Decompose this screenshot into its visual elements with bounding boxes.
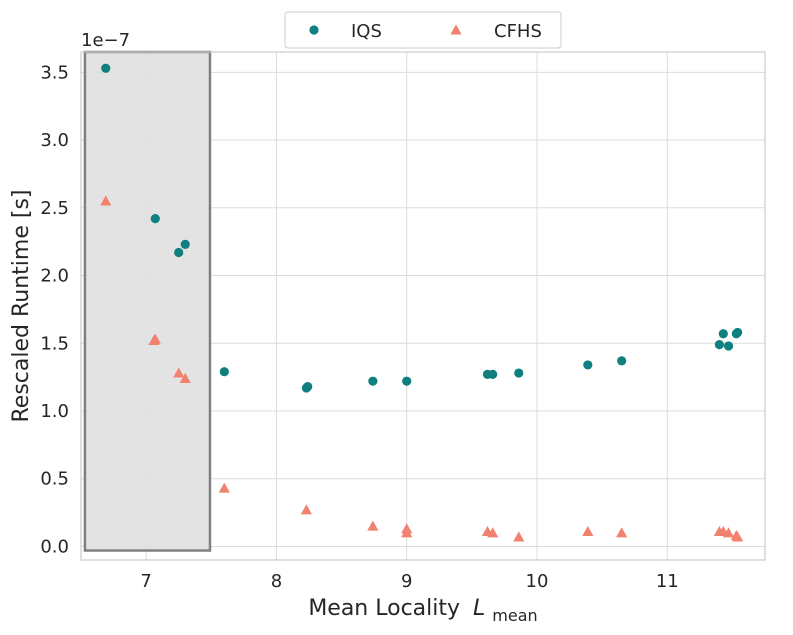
x-tick-label: 7 (140, 571, 151, 592)
data-point (100, 195, 112, 206)
x-tick-label: 9 (401, 571, 412, 592)
data-point (218, 482, 230, 493)
x-axis-label-text: Mean Locality (308, 596, 460, 621)
y-tick-label: 0.0 (40, 536, 69, 557)
data-point (300, 504, 312, 515)
series-cfhs (100, 195, 744, 542)
data-point (582, 525, 594, 537)
data-point (718, 329, 728, 339)
data-point (722, 527, 735, 538)
data-point (488, 369, 498, 380)
data-point (149, 333, 161, 344)
y-tick-label: 1.0 (40, 401, 69, 422)
x-axis-label-symbol: L (473, 596, 485, 621)
x-tick-label: 10 (526, 571, 549, 592)
data-point (150, 214, 160, 224)
y-tick-label: 1.5 (40, 333, 69, 354)
data-point (487, 527, 499, 538)
legend-marker-iqs (309, 25, 319, 35)
data-point (101, 63, 111, 73)
data-point (616, 527, 628, 538)
data-point (303, 382, 313, 392)
data-point (402, 376, 412, 386)
data-point (723, 341, 734, 351)
data-point (173, 367, 185, 378)
data-point (174, 247, 184, 258)
legend-box (284, 11, 562, 49)
series-iqs (101, 63, 743, 393)
data-point (583, 360, 593, 370)
highlight-region-group (83, 50, 212, 552)
legend-marker-cfhs (450, 24, 462, 35)
data-point (401, 527, 413, 538)
y-tick-label: 2.5 (40, 198, 69, 219)
data-point (367, 520, 379, 531)
y-axis-offset-label: 1e−7 (81, 30, 130, 51)
data-point (180, 239, 190, 249)
legend-label-cfhs: CFHS (494, 21, 542, 42)
data-point (219, 367, 229, 377)
x-tick-label: 8 (271, 571, 282, 592)
data-point (368, 376, 378, 386)
legend: IQS CFHS (284, 11, 562, 49)
y-tick-label: 0.5 (40, 469, 69, 490)
data-point (513, 531, 525, 542)
data-point (617, 356, 627, 366)
data-point (179, 372, 191, 383)
x-axis-label-subscript: mean (492, 606, 537, 625)
y-tick-label: 3.0 (40, 130, 69, 151)
data-point (514, 368, 524, 378)
data-point (714, 340, 725, 350)
tick-labels: 7 8 9 10 11 0.0 0.5 1.0 1.5 2.0 2.5 3.0 3.5 (40, 62, 678, 592)
y-tick-label: 2.0 (40, 266, 69, 287)
y-axis-label: Rescaled Runtime [s] (9, 190, 34, 423)
x-tick-label: 11 (656, 571, 679, 592)
data-series-group (100, 63, 744, 542)
plot-border (80, 51, 766, 561)
x-axis-label: Mean Locality L mean (308, 596, 537, 625)
plot-frame (80, 51, 766, 561)
highlight-region (83, 50, 212, 552)
data-point (733, 327, 743, 338)
data-point (732, 531, 744, 542)
legend-label-iqs: IQS (351, 21, 382, 42)
y-tick-label: 3.5 (40, 62, 69, 83)
